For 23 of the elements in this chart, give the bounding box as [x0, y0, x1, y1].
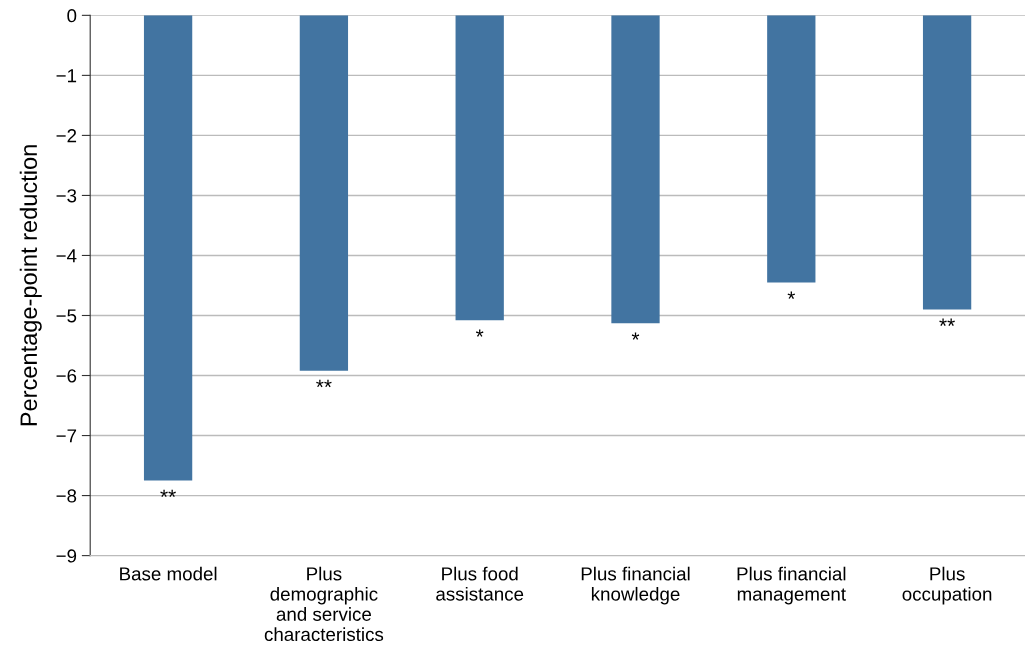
y-tick-label: −5	[56, 309, 77, 323]
y-axis-title: Percentage-point reduction	[19, 145, 42, 426]
x-tick-label: Plus demographic and service characteristics	[264, 566, 384, 642]
x-tick-label: Plus food assistance	[436, 566, 524, 601]
y-tick-label: −2	[56, 129, 77, 143]
x-tick-label: Base model	[120, 566, 217, 581]
y-tick-label: −8	[56, 489, 77, 503]
y-tick-label: −1	[56, 69, 77, 83]
x-tick-label: Plus financial knowledge	[581, 566, 690, 605]
x-tick-label: Plus financial management	[737, 566, 846, 605]
y-tick-label: −4	[56, 249, 77, 263]
x-tick-label: Plus occupation	[902, 566, 992, 605]
annotation: **	[316, 379, 332, 388]
y-tick-label: −7	[56, 429, 77, 443]
y-tick-label: −6	[56, 369, 77, 383]
annotation: *	[631, 332, 640, 340]
y-tick-label: −9	[56, 549, 77, 563]
annotation: *	[475, 329, 484, 337]
y-tick-label: 0	[67, 9, 77, 23]
annotation: **	[939, 318, 955, 326]
annotation: *	[787, 291, 796, 299]
y-tick-label: −3	[56, 189, 77, 203]
annotation: **	[160, 489, 176, 497]
